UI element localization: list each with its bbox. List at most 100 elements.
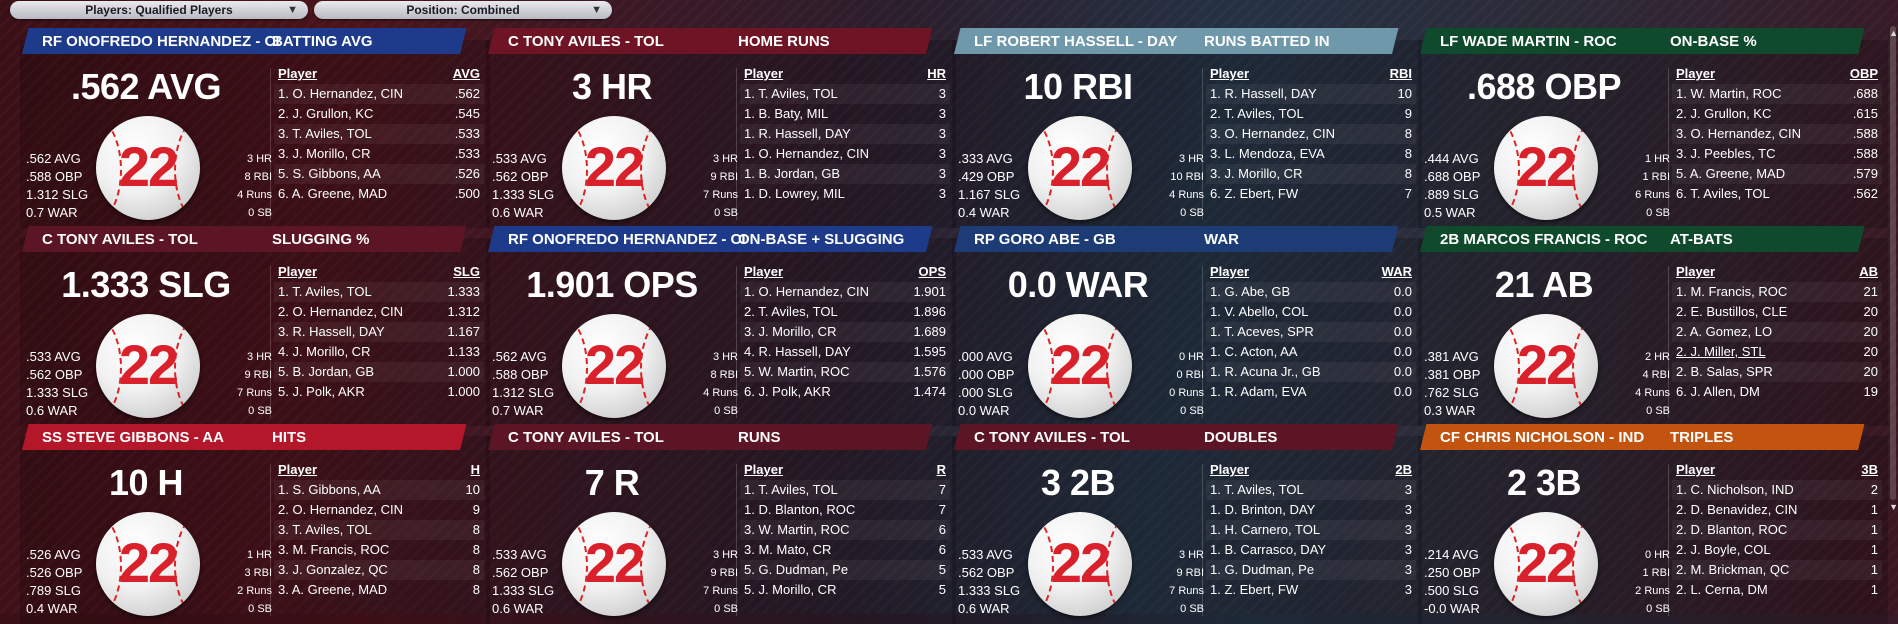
table-row[interactable]: 2. J. Grullon, KC .615	[1672, 104, 1882, 124]
vertical-scrollbar[interactable]	[1890, 26, 1896, 500]
player-name[interactable]: 6. J. Polk, AKR	[744, 384, 831, 399]
player-name[interactable]: 3. W. Martin, ROC	[744, 522, 850, 537]
player-name[interactable]: 6. J. Allen, DM	[1676, 384, 1760, 399]
table-row[interactable]: 2. B. Salas, SPR 20	[1672, 362, 1882, 382]
player-name[interactable]: 1. D. Blanton, ROC	[744, 502, 856, 517]
triangle-down-icon[interactable]: ▼	[1889, 502, 1898, 512]
table-row[interactable]: 3. M. Francis, ROC 8	[274, 540, 484, 560]
table-row[interactable]: 2. J. Miller, STL 20	[1672, 342, 1882, 362]
player-name[interactable]: 1. B. Carrasco, DAY	[1210, 542, 1327, 557]
player-name[interactable]: 1. B. Baty, MIL	[744, 106, 829, 121]
column-header-stat[interactable]: AVG	[452, 66, 480, 81]
column-header-player[interactable]: Player	[278, 66, 318, 81]
table-row[interactable]: 1. W. Martin, ROC .688	[1672, 84, 1882, 104]
player-name[interactable]: 5. B. Jordan, GB	[278, 364, 375, 379]
table-row[interactable]: 3. J. Peebles, TC .588	[1672, 144, 1882, 164]
table-row[interactable]: 3. W. Martin, ROC 6	[740, 520, 950, 540]
table-row[interactable]: 2. D. Benavidez, CIN 1	[1672, 500, 1882, 520]
table-row[interactable]: 1. S. Gibbons, AA 10	[274, 480, 484, 500]
player-name[interactable]: 1. C. Nicholson, IND	[1676, 482, 1794, 497]
player-name[interactable]: 2. O. Hernandez, CIN	[278, 304, 403, 319]
table-row[interactable]: 1. H. Carnero, TOL 3	[1206, 520, 1416, 540]
player-name[interactable]: 1. T. Aceves, SPR	[1210, 324, 1314, 339]
player-name[interactable]: 5. J. Polk, AKR	[278, 384, 365, 399]
table-row[interactable]: 1. D. Brinton, DAY 3	[1206, 500, 1416, 520]
table-row[interactable]: 1. T. Aceves, SPR 0.0	[1206, 322, 1416, 342]
column-header-stat[interactable]: AB	[1859, 264, 1878, 279]
player-name[interactable]: 2. D. Blanton, ROC	[1676, 522, 1788, 537]
player-name[interactable]: 3. O. Hernandez, CIN	[1676, 126, 1801, 141]
leader-player-name[interactable]: RF ONOFREDO HERNANDEZ - CIN	[42, 33, 280, 50]
player-name[interactable]: 2. J. Grullon, KC	[1676, 106, 1772, 121]
leader-player-name[interactable]: C TONY AVILES - TOL	[974, 429, 1130, 446]
player-name[interactable]: 3. J. Morillo, CR	[744, 324, 837, 339]
table-row[interactable]: 2. O. Hernandez, CIN 1.312	[274, 302, 484, 322]
player-name[interactable]: 5. S. Gibbons, AA	[278, 166, 381, 181]
player-name[interactable]: 3. J. Morillo, CR	[1210, 166, 1303, 181]
player-name[interactable]: 2. T. Aviles, TOL	[744, 304, 838, 319]
table-row[interactable]: 1. C. Acton, AA 0.0	[1206, 342, 1416, 362]
column-header-stat[interactable]: HR	[927, 66, 946, 81]
player-name[interactable]: 1. R. Adam, EVA	[1210, 384, 1307, 399]
player-name[interactable]: 1. Z. Ebert, FW	[1210, 582, 1299, 597]
player-name[interactable]: 2. T. Aviles, TOL	[1210, 106, 1304, 121]
player-name[interactable]: 3. M. Mato, CR	[744, 542, 832, 557]
table-row[interactable]: 5. B. Jordan, GB 1.000	[274, 362, 484, 382]
player-name[interactable]: 5. W. Martin, ROC	[744, 364, 850, 379]
column-header-stat[interactable]: OBP	[1849, 66, 1878, 81]
table-row[interactable]: 1. B. Carrasco, DAY 3	[1206, 540, 1416, 560]
table-row[interactable]: 3. M. Mato, CR 6	[740, 540, 950, 560]
table-row[interactable]: 5. J. Polk, AKR 1.000	[274, 382, 484, 402]
table-row[interactable]: 1. T. Aviles, TOL 7	[740, 480, 950, 500]
table-row[interactable]: 2. A. Gomez, LO 20	[1672, 322, 1882, 342]
table-row[interactable]: 1. O. Hernandez, CIN .562	[274, 84, 484, 104]
player-name[interactable]: 1. O. Hernandez, CIN	[744, 284, 869, 299]
column-header-player[interactable]: Player	[1676, 462, 1716, 477]
player-name[interactable]: 3. T. Aviles, TOL	[278, 126, 372, 141]
table-row[interactable]: 6. Z. Ebert, FW 7	[1206, 184, 1416, 204]
table-row[interactable]: 3. A. Greene, MAD 8	[274, 580, 484, 600]
column-header-stat[interactable]: SLG	[453, 264, 480, 279]
column-header-player[interactable]: Player	[1210, 462, 1250, 477]
player-name[interactable]: 1. R. Hassell, DAY	[1210, 86, 1317, 101]
column-header-player[interactable]: Player	[1210, 264, 1250, 279]
column-header-player[interactable]: Player	[278, 462, 318, 477]
leader-player-name[interactable]: CF CHRIS NICHOLSON - IND	[1440, 429, 1645, 446]
table-row[interactable]: 1. M. Francis, ROC 21	[1672, 282, 1882, 302]
table-row[interactable]: 6. J. Allen, DM 19	[1672, 382, 1882, 402]
table-row[interactable]: 6. T. Aviles, TOL .562	[1672, 184, 1882, 204]
player-name[interactable]: 1. T. Aviles, TOL	[1210, 482, 1304, 497]
player-name[interactable]: 1. G. Abe, GB	[1210, 284, 1291, 299]
table-row[interactable]: 1. B. Jordan, GB 3	[740, 164, 950, 184]
players-filter-dropdown[interactable]: Players: Qualified Players ▼	[10, 1, 308, 19]
player-name[interactable]: 3. O. Hernandez, CIN	[1210, 126, 1335, 141]
table-row[interactable]: 5. G. Dudman, Pe 5	[740, 560, 950, 580]
player-name[interactable]: 6. Z. Ebert, FW	[1210, 186, 1299, 201]
table-row[interactable]: 1. B. Baty, MIL 3	[740, 104, 950, 124]
player-name[interactable]: 5. G. Dudman, Pe	[744, 562, 849, 577]
position-filter-dropdown[interactable]: Position: Combined ▼	[314, 1, 612, 19]
column-header-stat[interactable]: WAR	[1381, 264, 1412, 279]
player-name[interactable]: 1. O. Hernandez, CIN	[744, 146, 869, 161]
player-name[interactable]: 6. T. Aviles, TOL	[1676, 186, 1770, 201]
table-row[interactable]: 6. J. Polk, AKR 1.474	[740, 382, 950, 402]
table-row[interactable]: 2. L. Cerna, DM 1	[1672, 580, 1882, 600]
player-name[interactable]: 1. D. Lowrey, MIL	[744, 186, 845, 201]
table-row[interactable]: 3. J. Gonzalez, QC 8	[274, 560, 484, 580]
column-header-player[interactable]: Player	[1676, 66, 1716, 81]
player-name[interactable]: 1. R. Hassell, DAY	[744, 126, 851, 141]
leader-player-name[interactable]: RF ONOFREDO HERNANDEZ - CIN	[508, 231, 746, 248]
leader-player-name[interactable]: LF ROBERT HASSELL - DAY	[974, 33, 1178, 50]
triangle-up-icon[interactable]: ▲	[1889, 28, 1898, 38]
table-row[interactable]: 3. T. Aviles, TOL 8	[274, 520, 484, 540]
player-name[interactable]: 1. O. Hernandez, CIN	[278, 86, 403, 101]
column-header-stat[interactable]: H	[470, 462, 480, 477]
player-name[interactable]: 1. D. Brinton, DAY	[1210, 502, 1316, 517]
table-row[interactable]: 1. Z. Ebert, FW 3	[1206, 580, 1416, 600]
table-row[interactable]: 2. T. Aviles, TOL 9	[1206, 104, 1416, 124]
player-name[interactable]: 5. A. Greene, MAD	[1676, 166, 1786, 181]
leader-player-name[interactable]: C TONY AVILES - TOL	[508, 33, 664, 50]
player-name[interactable]: 1. R. Acuna Jr., GB	[1210, 364, 1321, 379]
player-name[interactable]: 1. T. Aviles, TOL	[278, 284, 372, 299]
player-name[interactable]: 2. M. Brickman, QC	[1676, 562, 1790, 577]
